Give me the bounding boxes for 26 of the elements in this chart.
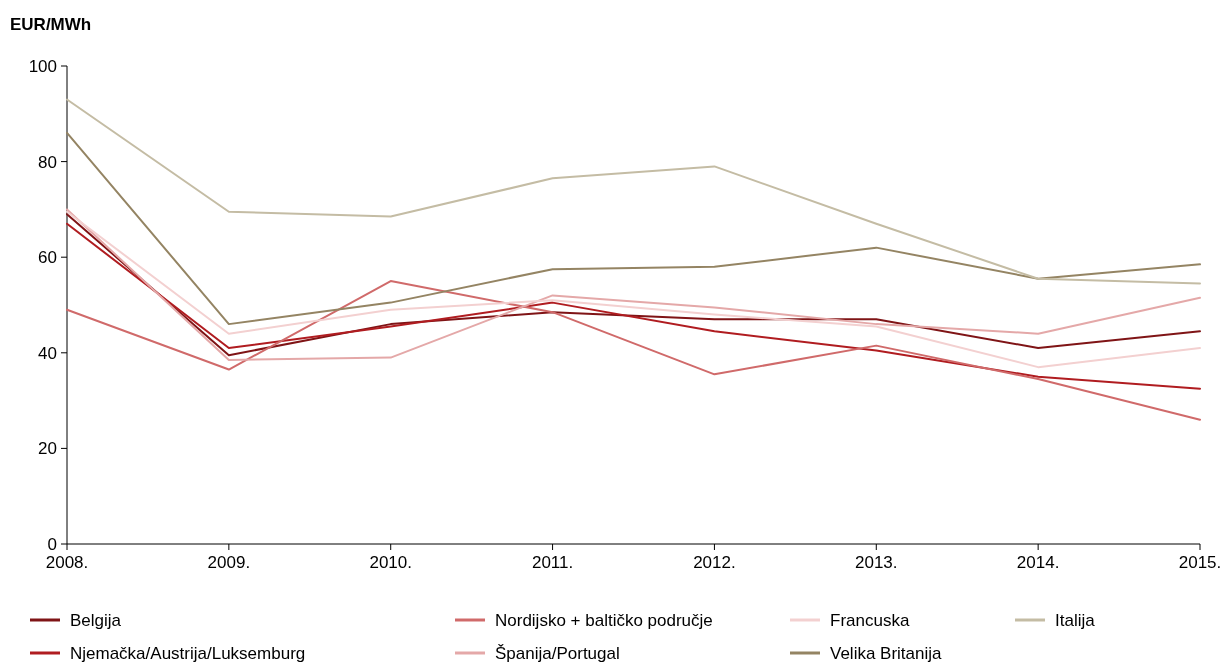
x-tick-label: 2010. [369,553,412,572]
x-tick-label: 2012. [693,553,736,572]
legend-label: Italija [1055,610,1096,630]
line-series [66,222,1201,390]
y-tick-label: 0 [47,534,57,554]
legend-label: Velika Britanija [830,643,943,663]
legend-label: Njemačka/Austrija/Luksemburg [70,643,306,663]
x-tick-label: 2008. [45,553,89,572]
y-tick-label: 80 [38,152,57,172]
line-series [66,280,1201,421]
y-tick-label: 40 [38,343,57,363]
y-axis-title: EUR/MWh [10,15,92,34]
legend-label: Nordijsko + baltičko područje [495,610,713,630]
y-tick-label: 20 [38,439,57,459]
x-tick-label: 2013. [855,553,898,572]
x-tick-label: 2014. [1016,553,1060,572]
y-tick-label: 60 [38,248,57,268]
y-tick-label: 100 [28,56,57,76]
line-series [66,98,1201,285]
legend-label: Španija/Portugal [495,643,620,663]
x-tick-label: 2009. [207,553,251,572]
x-tick-label: 2011. [531,553,574,572]
x-tick-label: 2015. [1178,553,1222,572]
line-series [66,131,1201,326]
legend-label: Francuska [830,610,910,630]
legend-label: Belgija [70,610,122,630]
